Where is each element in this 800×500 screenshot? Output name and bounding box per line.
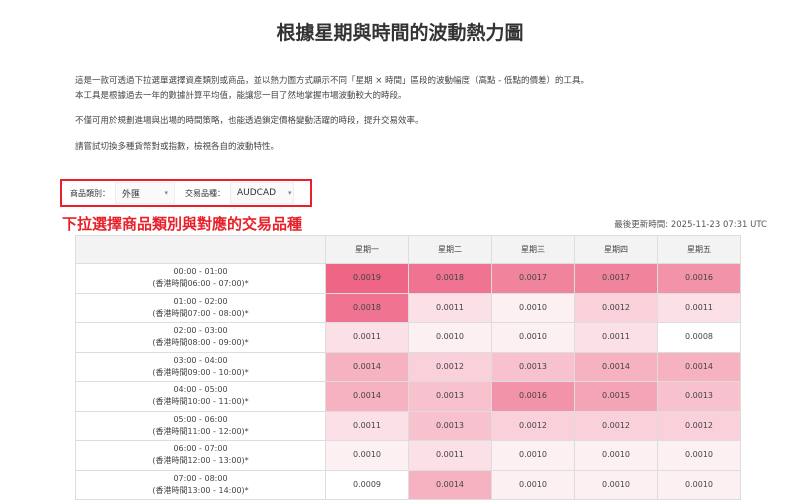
heat-cell: 0.0019: [325, 263, 409, 294]
symbol-label: 交易品種：: [185, 188, 225, 198]
table-row: 05:00 - 06:00 (香港時間11:00 - 12:00)* 0.0011 0…: [75, 410, 741, 441]
time-cell: 05:00 - 06:00 (香港時間11:00 - 12:00)*: [75, 410, 326, 441]
intro-line: 本工具是根據過去一年的數據計算平均值，能讓您一目了然地掌握市場波動較大的時段。: [75, 90, 407, 101]
heat-cell: 0.0015: [574, 381, 658, 412]
hk-time: (香港時間13:00 - 14:00)*: [152, 485, 249, 495]
heat-cell: 0.0013: [657, 381, 741, 412]
heat-cell: 0.0010: [325, 440, 409, 471]
heat-cell: 0.0010: [491, 469, 575, 500]
heat-cell: 0.0010: [657, 440, 741, 471]
intro-line: 這是一款可透過下拉選單選擇資產類別或商品，並以熱力圖方式顯示不同「星期 × 時間…: [75, 76, 590, 86]
heat-cell: 0.0010: [491, 440, 575, 471]
hk-time: (香港時間07:00 - 08:00)*: [152, 308, 249, 318]
heat-cell: 0.0018: [325, 292, 409, 323]
heatmap-table: 星期一 星期二 星期三 星期四 星期五 00:00 - 01:00 (香港時間06:00 …: [75, 235, 741, 500]
time-cell: 01:00 - 02:00 (香港時間07:00 - 08:00)*: [75, 292, 326, 323]
heat-cell: 0.0013: [491, 351, 575, 382]
category-label: 商品類別：: [70, 188, 110, 198]
day-header: 星期三: [491, 235, 575, 264]
time-cell: 06:00 - 07:00 (香港時間12:00 - 13:00)*: [75, 440, 326, 471]
hk-time: (香港時間09:00 - 10:00)*: [152, 367, 249, 377]
heat-cell: 0.0010: [408, 322, 492, 353]
table-row: 01:00 - 02:00 (香港時間07:00 - 08:00)* 0.0018 0…: [75, 292, 741, 323]
day-header: 星期五: [657, 235, 741, 264]
corner-cell: [75, 235, 326, 264]
heat-cell: 0.0013: [408, 381, 492, 412]
heat-cell: 0.0011: [574, 322, 658, 353]
heat-cell: 0.0012: [574, 410, 658, 441]
heat-cell: 0.0012: [408, 351, 492, 382]
utc-time: 07:00 - 08:00: [173, 473, 228, 483]
hk-time: (香港時間12:00 - 13:00)*: [152, 456, 249, 466]
table-row: 06:00 - 07:00 (香港時間12:00 - 13:00)* 0.0010 0…: [75, 440, 741, 471]
utc-time: 05:00 - 06:00: [173, 414, 228, 424]
time-cell: 07:00 - 08:00 (香港時間13:00 - 14:00)*: [75, 469, 326, 500]
utc-time: 04:00 - 05:00: [173, 385, 228, 395]
category-select[interactable]: 外匯 ▾: [115, 182, 175, 204]
heat-cell: 0.0014: [325, 351, 409, 382]
heat-cell: 0.0016: [491, 381, 575, 412]
table-row: 00:00 - 01:00 (香港時間06:00 - 07:00)* 0.0019 0…: [75, 263, 741, 294]
heat-cell: 0.0014: [325, 381, 409, 412]
intro-line: 不僅可用於規劃進場與出場的時間策略，也能透過鎖定價格變動活躍的時段，提升交易效率…: [75, 116, 424, 126]
category-value: 外匯: [122, 189, 141, 200]
page-title: 根據星期與時間的波動熱力圖: [276, 22, 524, 44]
hk-time: (香港時間08:00 - 09:00)*: [152, 338, 249, 348]
filter-bar: 商品類別： 外匯 ▾ 交易品種： AUDCAD ▾: [60, 179, 312, 207]
header-row: 星期一 星期二 星期三 星期四 星期五: [75, 235, 741, 264]
heat-cell: 0.0011: [325, 322, 409, 353]
heat-cell: 0.0011: [325, 410, 409, 441]
last-updated: 最後更新時間: 2025-11-23 07:31 UTC: [614, 220, 767, 230]
heat-cell: 0.0011: [408, 292, 492, 323]
heat-cell: 0.0010: [574, 440, 658, 471]
heat-cell: 0.0017: [491, 263, 575, 294]
heat-cell: 0.0012: [491, 410, 575, 441]
symbol-select[interactable]: AUDCAD ▾: [230, 182, 294, 204]
chevron-down-icon: ▾: [288, 189, 292, 197]
table-row: 07:00 - 08:00 (香港時間13:00 - 14:00)* 0.0009 0…: [75, 469, 741, 500]
annotation-caption: 下拉選擇商品類別與對應的交易品種: [62, 215, 303, 233]
intro-line: 請嘗試切換多種貨幣對或指數，檢視各自的波動特性。: [75, 141, 280, 152]
intro-text: 這是一款可透過下拉選單選擇資產類別或商品，並以熱力圖方式顯示不同「星期 × 時間…: [75, 74, 589, 165]
table-row: 04:00 - 05:00 (香港時間10:00 - 11:00)* 0.0014 0…: [75, 381, 741, 412]
heat-cell: 0.0013: [408, 410, 492, 441]
heat-cell: 0.0012: [657, 410, 741, 441]
heat-cell: 0.0014: [408, 469, 492, 500]
utc-time: 03:00 - 04:00: [173, 355, 228, 365]
heat-cell: 0.0012: [574, 292, 658, 323]
heat-cell: 0.0016: [657, 263, 741, 294]
utc-time: 01:00 - 02:00: [173, 296, 228, 306]
day-header: 星期四: [574, 235, 658, 264]
time-cell: 02:00 - 03:00 (香港時間08:00 - 09:00)*: [75, 322, 326, 353]
day-header: 星期二: [408, 235, 492, 264]
utc-time: 06:00 - 07:00: [173, 444, 228, 454]
table-row: 02:00 - 03:00 (香港時間08:00 - 09:00)* 0.0011 0…: [75, 322, 741, 353]
utc-time: 02:00 - 03:00: [173, 326, 228, 336]
heat-cell: 0.0011: [657, 292, 741, 323]
table-row: 03:00 - 04:00 (香港時間09:00 - 10:00)* 0.0014 0…: [75, 351, 741, 382]
hk-time: (香港時間10:00 - 11:00)*: [152, 397, 249, 407]
heat-cell: 0.0010: [491, 322, 575, 353]
time-cell: 03:00 - 04:00 (香港時間09:00 - 10:00)*: [75, 351, 326, 382]
chevron-down-icon: ▾: [164, 189, 168, 197]
day-header: 星期一: [325, 235, 409, 264]
heat-cell: 0.0009: [325, 469, 409, 500]
heat-cell: 0.0010: [574, 469, 658, 500]
heat-cell: 0.0014: [574, 351, 658, 382]
hk-time: (香港時間11:00 - 12:00)*: [152, 426, 249, 436]
symbol-value: AUDCAD: [237, 188, 277, 198]
heat-cell: 0.0011: [408, 440, 492, 471]
heat-cell: 0.0008: [657, 322, 741, 353]
hk-time: (香港時間06:00 - 07:00)*: [152, 279, 249, 289]
heat-cell: 0.0014: [657, 351, 741, 382]
time-cell: 00:00 - 01:00 (香港時間06:00 - 07:00)*: [75, 263, 326, 294]
heat-cell: 0.0018: [408, 263, 492, 294]
heat-cell: 0.0010: [491, 292, 575, 323]
heat-cell: 0.0010: [657, 469, 741, 500]
utc-time: 00:00 - 01:00: [173, 267, 228, 277]
time-cell: 04:00 - 05:00 (香港時間10:00 - 11:00)*: [75, 381, 326, 412]
heat-cell: 0.0017: [574, 263, 658, 294]
